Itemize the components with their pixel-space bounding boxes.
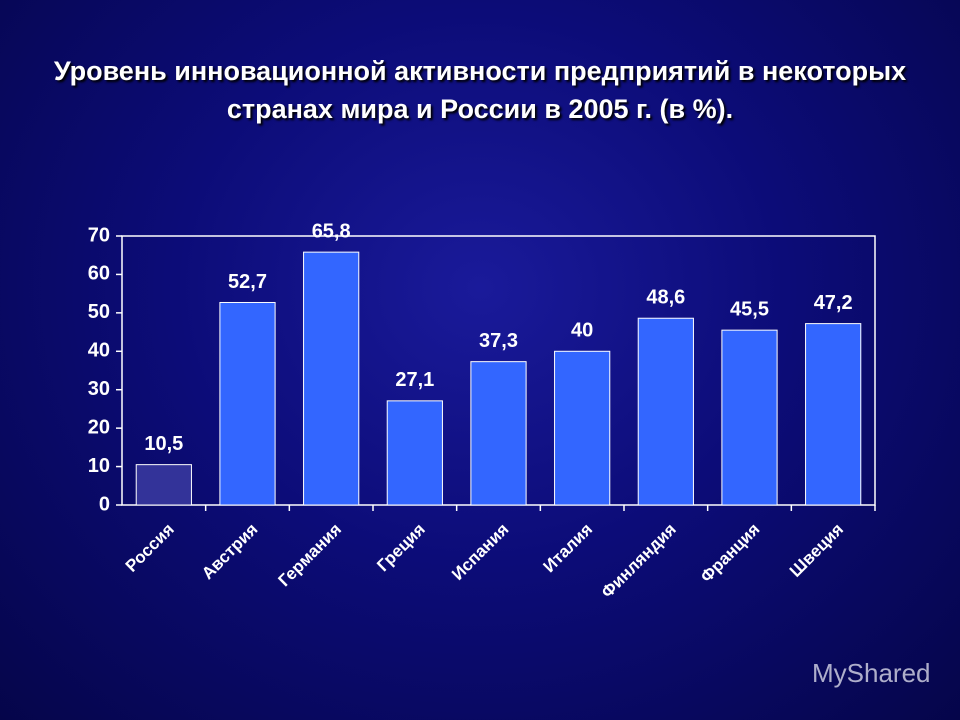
x-tick-label: Франция: [697, 520, 764, 587]
x-tick-label: Италия: [539, 520, 596, 577]
bar: [470, 361, 527, 506]
chart-title: Уровень инновационной активности предпри…: [53, 56, 907, 124]
y-tick-label: 30: [88, 378, 110, 400]
x-tick-label: Германия: [275, 520, 346, 591]
y-tick-label: 10: [88, 455, 110, 477]
value-label: 48,6: [646, 287, 685, 309]
bar: [554, 350, 611, 506]
bar: [637, 317, 694, 506]
value-label: 52,7: [228, 271, 267, 293]
bar: [805, 323, 862, 506]
value-label: 40: [571, 320, 593, 342]
bar: [386, 400, 443, 506]
y-tick-label: 60: [88, 263, 110, 285]
x-tick-label: Греция: [373, 520, 429, 576]
bar: [721, 329, 778, 506]
bar: [219, 301, 276, 506]
y-tick-label: 50: [88, 301, 110, 323]
value-label: 45,5: [730, 298, 769, 320]
y-tick-label: 70: [88, 224, 110, 246]
value-label: 27,1: [395, 369, 434, 391]
bar: [135, 464, 192, 506]
value-label: 10,5: [144, 433, 183, 455]
x-tick-label: Россия: [122, 520, 178, 576]
watermark: MyShared: [812, 658, 931, 688]
x-tick-label: Австрия: [198, 520, 262, 584]
value-label: 47,2: [814, 292, 853, 314]
y-tick-label: 20: [88, 416, 110, 438]
value-label: 65,8: [312, 220, 351, 242]
y-tick-label: 0: [99, 493, 110, 515]
x-tick-label: Финляндия: [598, 520, 680, 602]
x-tick-label: Испания: [448, 520, 512, 584]
x-tick-label: Швеция: [786, 520, 847, 581]
value-label: 37,3: [479, 330, 518, 352]
y-tick-label: 40: [88, 340, 110, 362]
bar: [303, 251, 360, 506]
